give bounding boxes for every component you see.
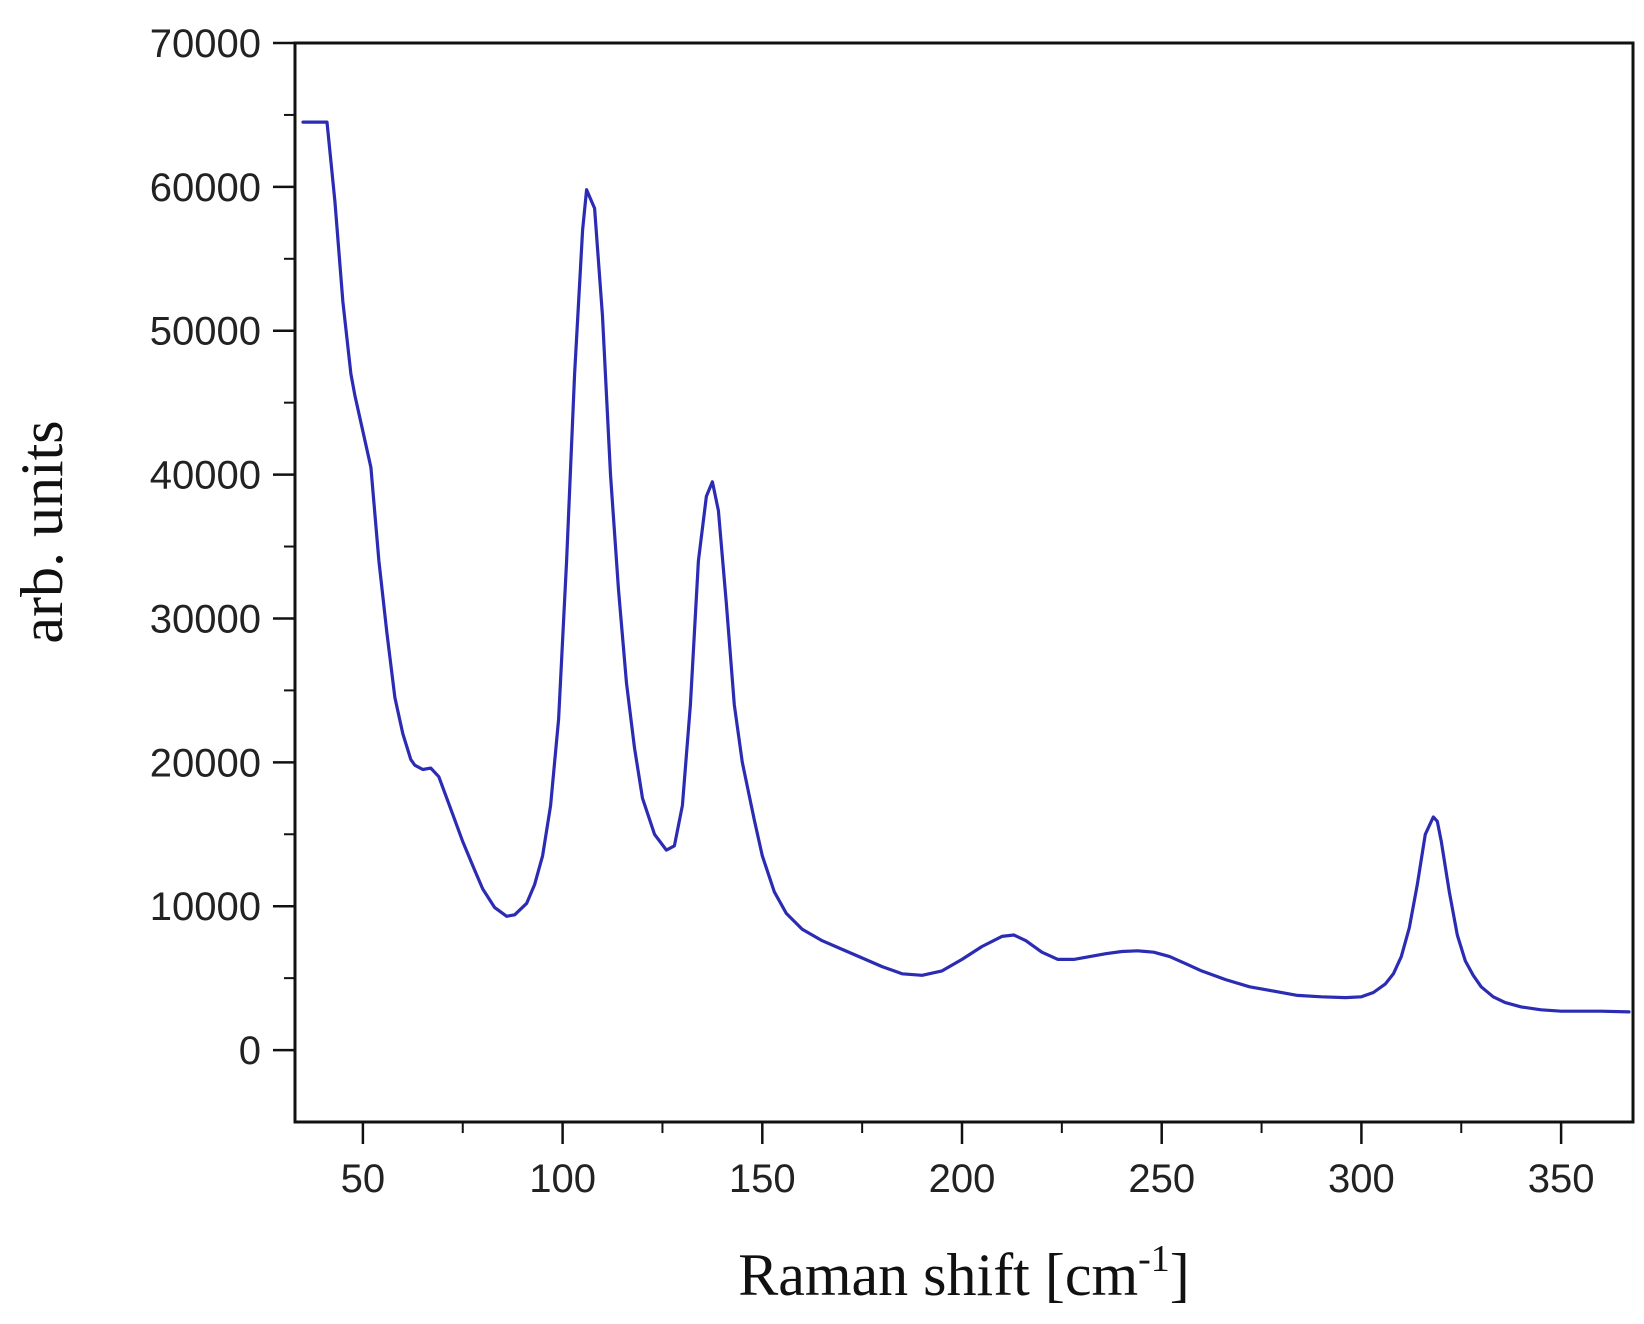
x-tick-label: 300 — [1328, 1157, 1395, 1201]
y-axis-title: arb. units — [9, 420, 75, 643]
x-tick-label: 50 — [341, 1157, 386, 1201]
x-axis-title: Raman shift [cm-1] — [738, 1238, 1190, 1308]
x-axis-title-superscript: -1 — [1138, 1238, 1170, 1280]
y-tick-label: 10000 — [150, 885, 261, 929]
y-tick-label: 60000 — [150, 166, 261, 210]
y-tick-label: 0 — [239, 1029, 261, 1073]
x-axis-title-main: Raman shift [cm — [738, 1242, 1138, 1308]
y-tick-label: 70000 — [150, 22, 261, 66]
x-tick-label: 200 — [929, 1157, 996, 1201]
x-tick-label: 150 — [729, 1157, 796, 1201]
spectrum-line — [301, 120, 1631, 1014]
y-tick-label: 50000 — [150, 310, 261, 354]
x-tick-label: 100 — [529, 1157, 596, 1201]
y-tick-label: 20000 — [150, 741, 261, 785]
y-axis-ticks: 0 10000 20000 30000 40000 50000 60000 70000 — [150, 22, 295, 1073]
y-tick-label: 30000 — [150, 597, 261, 641]
x-axis-title-suffix: ] — [1170, 1242, 1190, 1308]
x-tick-label: 250 — [1128, 1157, 1195, 1201]
x-axis-ticks: 50 100 150 200 250 300 350 — [341, 1122, 1595, 1201]
plot-frame — [293, 41, 1635, 1124]
x-tick-label: 350 — [1528, 1157, 1595, 1201]
y-tick-label: 40000 — [150, 454, 261, 498]
